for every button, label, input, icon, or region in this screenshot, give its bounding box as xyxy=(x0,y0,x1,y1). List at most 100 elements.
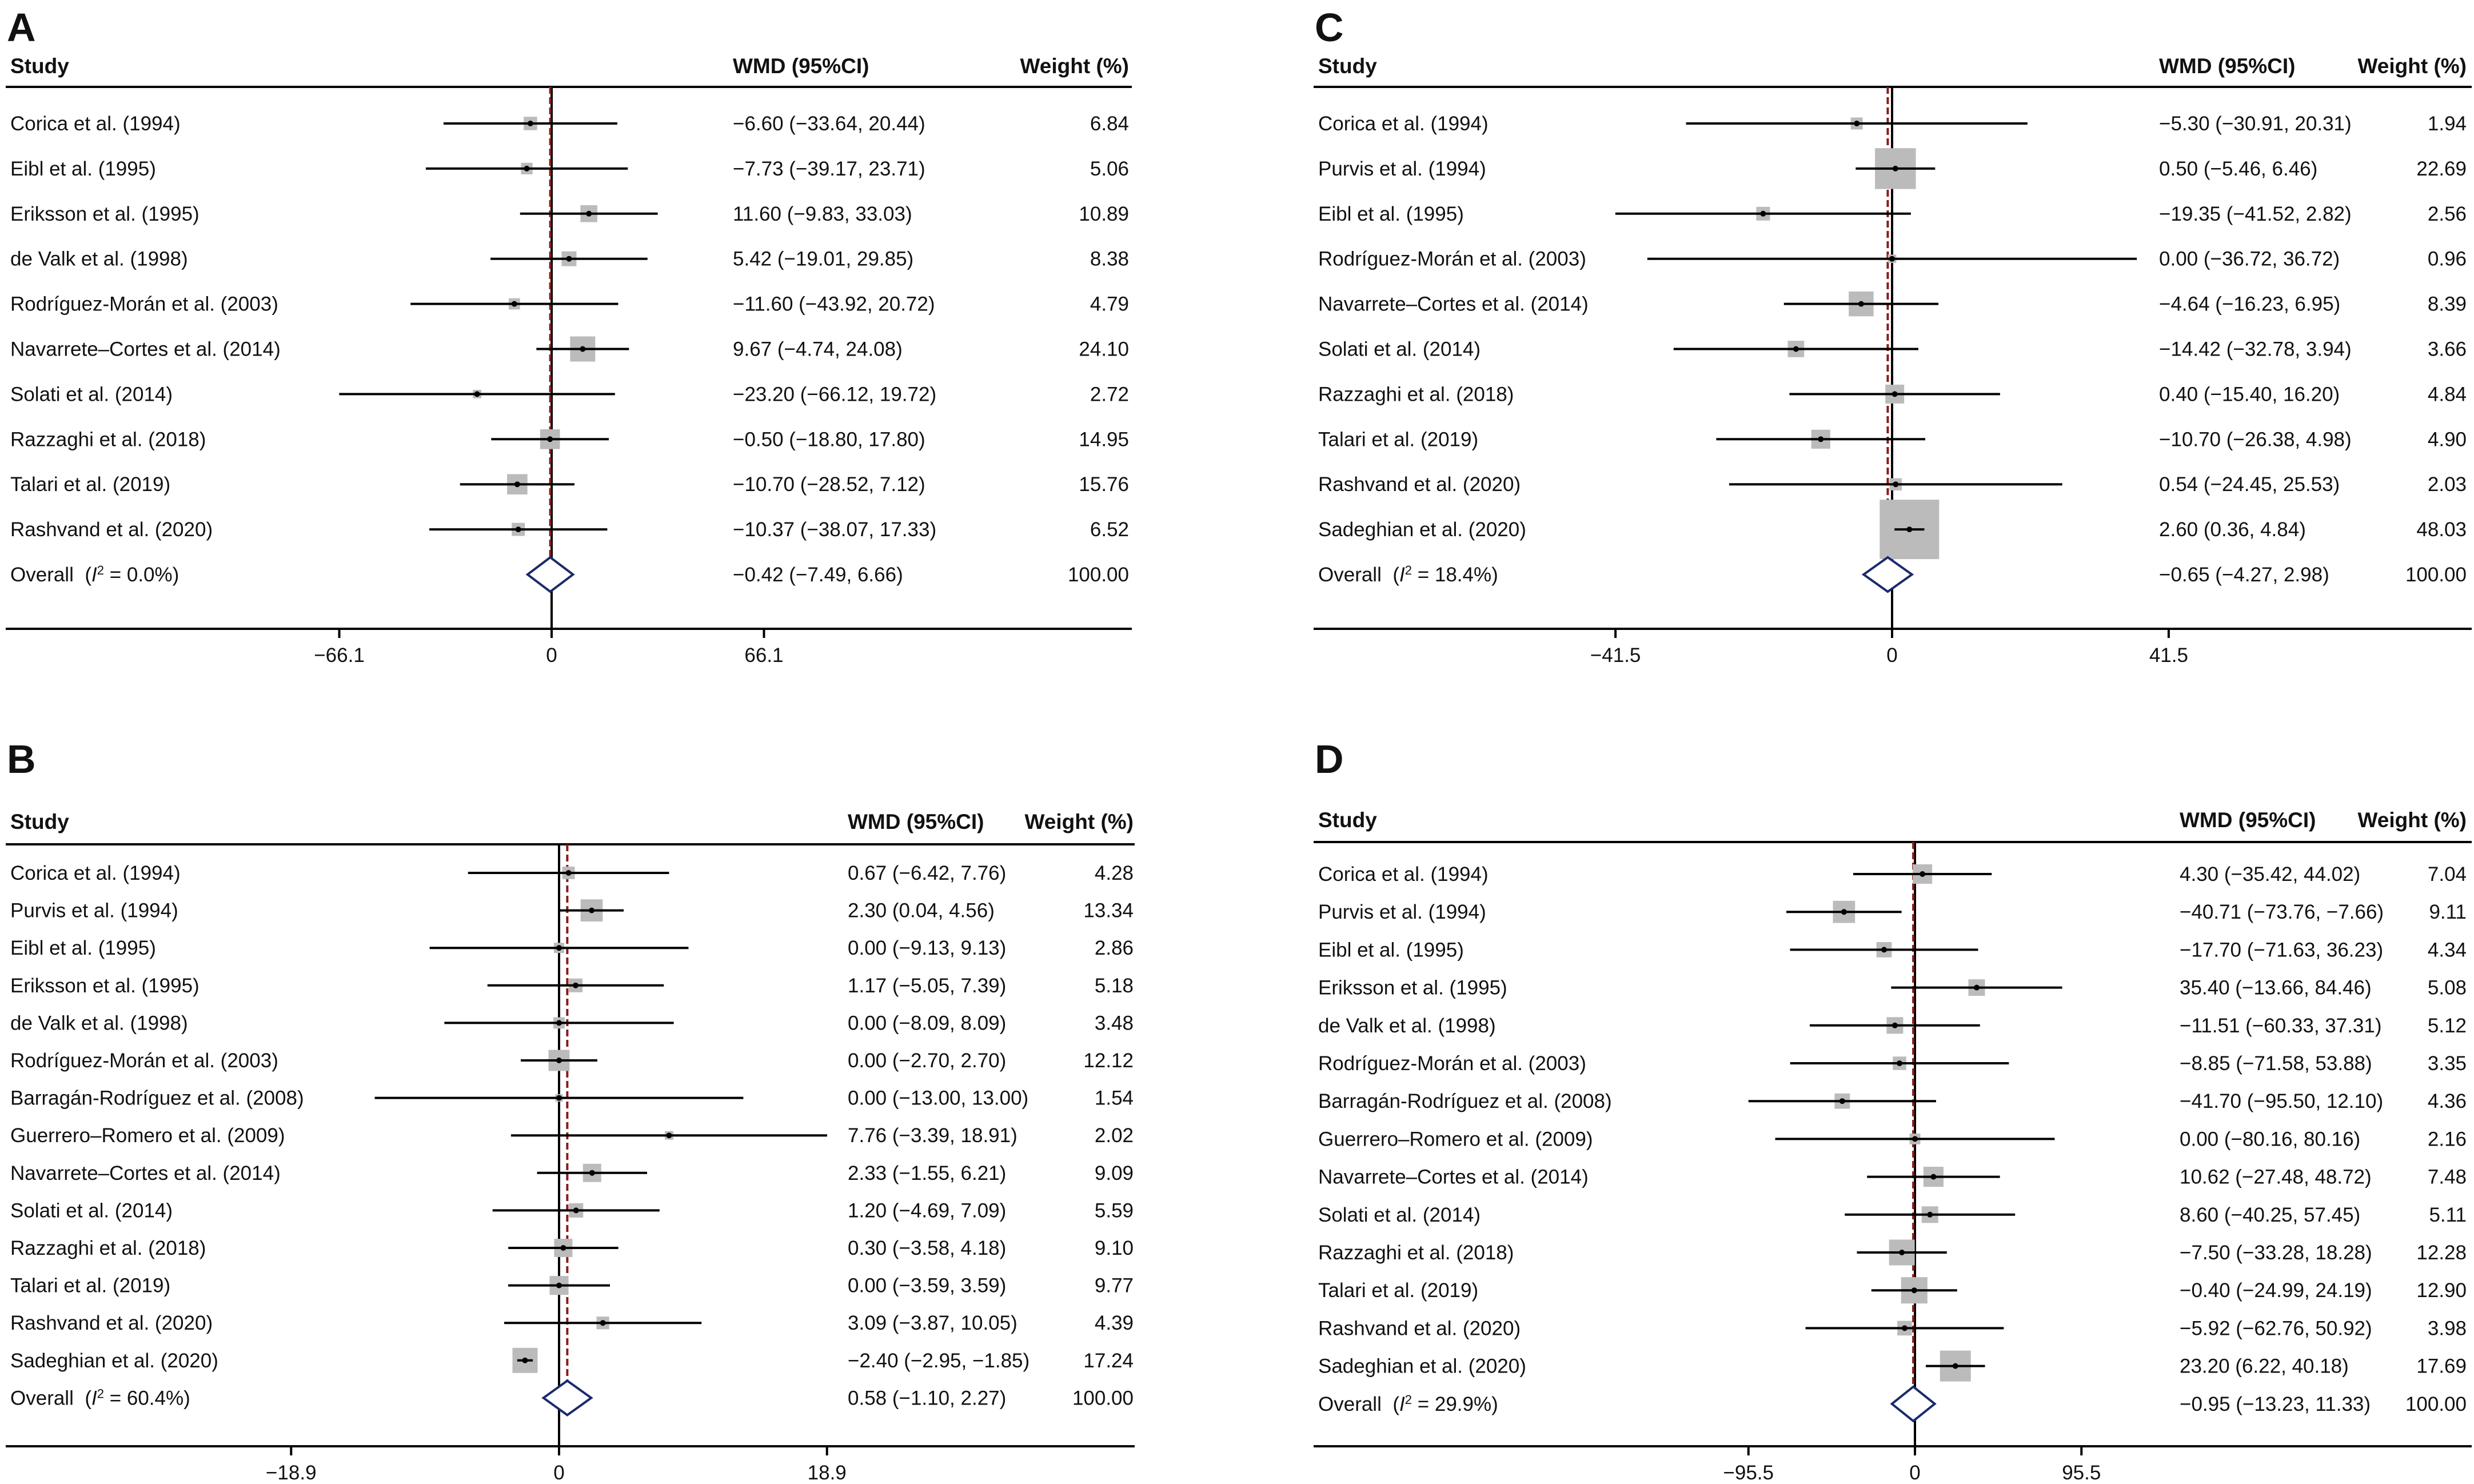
study-weight: 12.90 xyxy=(2416,1279,2467,1302)
study-weight: 12.12 xyxy=(1083,1050,1134,1072)
study-weight: 9.09 xyxy=(1095,1162,1134,1184)
study-point-estimate xyxy=(511,301,517,307)
study-point-estimate xyxy=(600,1320,606,1326)
study-wmd-ci: 7.76 (−3.39, 18.91) xyxy=(848,1124,1017,1147)
study-label: Eriksson et al. (1995) xyxy=(10,203,199,225)
overall-weight: 100.00 xyxy=(2405,1393,2467,1415)
study-weight: 7.04 xyxy=(2428,863,2467,885)
study-label: Corica et al. (1994) xyxy=(10,113,181,135)
x-axis-tick-label: 41.5 xyxy=(2149,644,2188,667)
study-wmd-ci: 0.00 (−80.16, 80.16) xyxy=(2180,1128,2360,1150)
x-axis-tick-label: 0 xyxy=(546,644,557,667)
forest-panel-d: D Study WMD (95%CI) Weight (%) Corica et al.… xyxy=(1314,737,2472,1484)
header-study: Study xyxy=(10,54,69,78)
overall-wmd-ci: −0.65 (−4.27, 2.98) xyxy=(2159,564,2329,586)
study-point-estimate xyxy=(1889,256,1895,262)
study-wmd-ci: −10.70 (−28.52, 7.12) xyxy=(733,473,925,496)
study-label: Navarrete–Cortes et al. (2014) xyxy=(10,338,281,361)
study-label: de Valk et al. (1998) xyxy=(10,1012,188,1034)
study-weight: 5.06 xyxy=(1090,158,1129,180)
study-label: Rodríguez-Morán et al. (2003) xyxy=(10,1050,278,1072)
study-label: Purvis et al. (1994) xyxy=(1318,158,1486,180)
study-point-estimate xyxy=(1901,1325,1908,1331)
study-label: de Valk et al. (1998) xyxy=(1318,1015,1496,1037)
study-label: Solati et al. (2014) xyxy=(1318,1204,1481,1226)
study-wmd-ci: −17.70 (−71.63, 36.23) xyxy=(2180,939,2383,961)
study-weight: 15.76 xyxy=(1079,473,1129,496)
study-label: Guerrero–Romero et al. (2009) xyxy=(10,1124,285,1147)
study-wmd-ci: 1.20 (−4.69, 7.09) xyxy=(848,1199,1006,1222)
study-point-estimate xyxy=(1927,1211,1933,1218)
study-point-estimate xyxy=(1973,984,1980,991)
study-point-estimate xyxy=(556,945,562,951)
study-point-estimate xyxy=(580,346,586,352)
study-weight: 8.39 xyxy=(2428,293,2467,316)
study-wmd-ci: −5.92 (−62.76, 50.92) xyxy=(2180,1317,2372,1339)
overall-i2-exponent: 2 xyxy=(97,563,104,577)
study-wmd-ci: 0.00 (−3.59, 3.59) xyxy=(848,1275,1006,1297)
study-weight: 4.79 xyxy=(1090,293,1129,316)
study-label: Rodríguez-Morán et al. (2003) xyxy=(10,293,278,316)
study-wmd-ci: 0.54 (−24.45, 25.53) xyxy=(2159,473,2340,496)
study-label: Rashvand et al. (2020) xyxy=(10,1312,213,1334)
panel-letter: A xyxy=(7,5,36,50)
study-point-estimate xyxy=(1841,909,1847,915)
study-weight: 17.24 xyxy=(1083,1350,1134,1372)
study-weight: 3.66 xyxy=(2428,338,2467,361)
study-label: Guerrero–Romero et al. (2009) xyxy=(1318,1128,1593,1150)
x-axis-tick-label: 0 xyxy=(1886,644,1897,667)
x-axis-tick-label: −18.9 xyxy=(266,1462,317,1484)
study-wmd-ci: 0.30 (−3.58, 4.18) xyxy=(848,1237,1006,1259)
overall-i2-prefix: ( xyxy=(1382,1393,1399,1415)
study-point-estimate xyxy=(556,1282,562,1288)
study-wmd-ci: 0.00 (−9.13, 9.13) xyxy=(848,937,1006,959)
study-weight: 6.52 xyxy=(1090,518,1129,541)
study-label: Purvis et al. (1994) xyxy=(10,900,178,922)
study-point-estimate xyxy=(565,870,572,876)
header-study: Study xyxy=(1318,54,1377,78)
study-wmd-ci: 0.50 (−5.46, 6.46) xyxy=(2159,158,2317,180)
header-wmd: WMD (95%CI) xyxy=(2159,54,2295,78)
study-label: Corica et al. (1994) xyxy=(1318,863,1489,885)
study-point-estimate xyxy=(589,907,595,913)
study-wmd-ci: 0.67 (−6.42, 7.76) xyxy=(848,862,1006,884)
study-wmd-ci: 5.42 (−19.01, 29.85) xyxy=(733,248,913,270)
header-wmd: WMD (95%CI) xyxy=(2180,808,2316,832)
study-weight: 5.59 xyxy=(1095,1199,1134,1222)
study-wmd-ci: 4.30 (−35.42, 44.02) xyxy=(2180,863,2360,885)
study-weight: 4.34 xyxy=(2428,939,2467,961)
study-label: Purvis et al. (1994) xyxy=(1318,901,1486,923)
x-axis-tick-label: −95.5 xyxy=(1723,1462,1774,1484)
study-wmd-ci: −11.60 (−43.92, 20.72) xyxy=(733,293,935,316)
overall-label-text: Overall xyxy=(10,1387,74,1409)
study-point-estimate xyxy=(515,526,521,533)
study-wmd-ci: 0.00 (−36.72, 36.72) xyxy=(2159,248,2340,270)
overall-i2-symbol: I xyxy=(91,1387,97,1409)
overall-i2-exponent: 2 xyxy=(1405,563,1412,577)
study-weight: 3.98 xyxy=(2428,1317,2467,1339)
forest-panel-b: B Study WMD (95%CI) Weight (%) Corica et al.… xyxy=(6,737,1135,1484)
study-wmd-ci: 10.62 (−27.48, 48.72) xyxy=(2180,1166,2372,1188)
study-point-estimate xyxy=(1892,165,1898,171)
study-point-estimate xyxy=(1858,301,1864,307)
study-weight: 4.90 xyxy=(2428,428,2467,450)
study-point-estimate xyxy=(1911,1287,1917,1294)
study-label: Rashvand et al. (2020) xyxy=(1318,473,1521,496)
study-weight: 3.48 xyxy=(1095,1012,1134,1034)
study-point-estimate xyxy=(1912,1136,1918,1142)
overall-wmd-ci: −0.42 (−7.49, 6.66) xyxy=(733,564,903,586)
study-point-estimate xyxy=(1930,1174,1937,1180)
study-point-estimate xyxy=(566,256,572,262)
study-label: Eibl et al. (1995) xyxy=(1318,939,1464,961)
header-study: Study xyxy=(1318,808,1377,832)
study-label: Rodríguez-Morán et al. (2003) xyxy=(1318,248,1586,270)
study-weight: 5.11 xyxy=(2429,1204,2467,1226)
study-weight: 5.18 xyxy=(1095,975,1134,997)
study-weight: 4.84 xyxy=(2428,383,2467,405)
study-label: Razzaghi et al. (2018) xyxy=(1318,383,1514,405)
overall-diamond xyxy=(541,1379,593,1417)
study-label: Barragán-Rodríguez et al. (2008) xyxy=(1318,1090,1612,1112)
study-wmd-ci: 2.33 (−1.55, 6.21) xyxy=(848,1162,1006,1184)
study-point-estimate xyxy=(586,210,592,217)
overall-label: Overall (I2 = 18.4%) xyxy=(1318,563,1498,587)
